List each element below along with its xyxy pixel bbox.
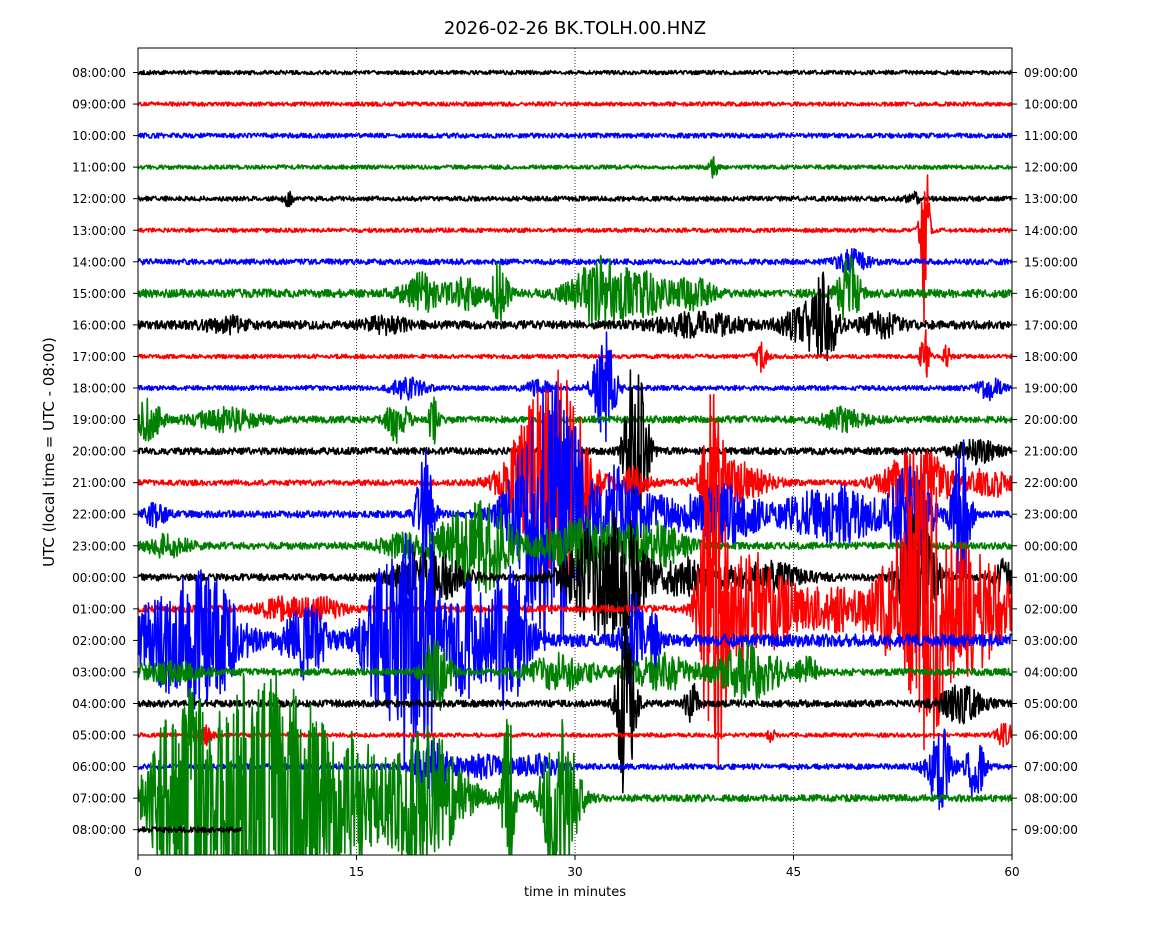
left-hour-label: 19:00:00 — [72, 413, 126, 427]
right-hour-label: 17:00:00 — [1024, 318, 1078, 332]
left-hour-label: 02:00:00 — [72, 634, 126, 648]
right-hour-label: 07:00:00 — [1024, 760, 1078, 774]
right-hour-label: 12:00:00 — [1024, 161, 1078, 175]
x-tick-label: 0 — [134, 865, 142, 879]
left-hour-label: 13:00:00 — [72, 224, 126, 238]
y-axis-label: UTC (local time = UTC - 08:00) — [40, 337, 58, 567]
left-hour-label: 20:00:00 — [72, 445, 126, 459]
x-tick-label: 60 — [1004, 865, 1019, 879]
chart-title: 2026-02-26 BK.TOLH.00.HNZ — [444, 18, 706, 39]
right-hour-label: 09:00:00 — [1024, 823, 1078, 837]
seismic-trace — [138, 248, 1012, 273]
seismic-trace — [138, 638, 1012, 711]
left-hour-label: 17:00:00 — [72, 350, 126, 364]
right-hour-label: 01:00:00 — [1024, 571, 1078, 585]
seismic-trace — [138, 510, 1012, 647]
left-hour-label: 22:00:00 — [72, 508, 126, 522]
left-hour-label: 01:00:00 — [72, 602, 126, 616]
right-hour-label: 23:00:00 — [1024, 508, 1078, 522]
trace-group — [138, 69, 1012, 855]
left-hour-label: 23:00:00 — [72, 539, 126, 553]
left-hour-label: 21:00:00 — [72, 476, 126, 490]
right-axis: 09:00:00 10:00:00 11:00:00 12:00:00 13:00:00… — [1012, 66, 1078, 837]
left-hour-label: 06:00:00 — [72, 760, 126, 774]
right-hour-label: 14:00:00 — [1024, 224, 1078, 238]
left-hour-label: 04:00:00 — [72, 697, 126, 711]
left-hour-label: 08:00:00 — [72, 823, 126, 837]
seismic-trace — [138, 606, 1012, 794]
x-axis-label: time in minutes — [524, 885, 626, 900]
right-hour-label: 16:00:00 — [1024, 287, 1078, 301]
seismic-trace — [138, 328, 1012, 378]
x-tick-label: 45 — [786, 865, 801, 879]
seismic-trace — [138, 396, 1012, 445]
left-hour-label: 08:00:00 — [72, 66, 126, 80]
right-hour-label: 04:00:00 — [1024, 665, 1078, 679]
seismic-trace — [138, 722, 1012, 748]
x-tick-label: 15 — [349, 865, 364, 879]
seismic-trace — [138, 156, 1012, 179]
left-hour-label: 03:00:00 — [72, 665, 126, 679]
seismic-trace — [138, 331, 1012, 442]
left-hour-label: 07:00:00 — [72, 792, 126, 806]
seismic-trace — [138, 132, 1012, 139]
left-hour-label: 16:00:00 — [72, 318, 126, 332]
right-hour-label: 03:00:00 — [1024, 634, 1078, 648]
seismic-trace — [138, 826, 243, 834]
seismic-trace — [138, 190, 1012, 208]
right-hour-label: 08:00:00 — [1024, 792, 1078, 806]
seismic-trace — [138, 101, 1012, 107]
seismic-trace — [138, 524, 1012, 768]
left-hour-label: 00:00:00 — [72, 571, 126, 585]
seismic-trace — [138, 271, 1012, 362]
left-hour-label: 15:00:00 — [72, 287, 126, 301]
right-hour-label: 00:00:00 — [1024, 539, 1078, 553]
right-hour-label: 15:00:00 — [1024, 255, 1078, 269]
right-hour-label: 18:00:00 — [1024, 350, 1078, 364]
seismic-trace — [138, 500, 1012, 594]
seismic-trace — [138, 174, 1012, 323]
right-hour-label: 19:00:00 — [1024, 382, 1078, 396]
seismic-trace — [138, 254, 1012, 329]
seismic-trace — [138, 437, 1012, 767]
right-hour-label: 05:00:00 — [1024, 697, 1078, 711]
left-hour-label: 10:00:00 — [72, 129, 126, 143]
left-hour-label: 11:00:00 — [72, 161, 126, 175]
left-hour-label: 18:00:00 — [72, 382, 126, 396]
x-tick-label: 30 — [567, 865, 582, 879]
left-hour-label: 12:00:00 — [72, 192, 126, 206]
left-axis: 08:00:00 09:00:00 10:00:00 11:00:00 12:00:00… — [72, 66, 138, 837]
x-axis: 0 15 30 45 60 — [134, 855, 1020, 879]
seismic-trace — [138, 381, 1012, 652]
left-hour-label: 14:00:00 — [72, 255, 126, 269]
right-hour-label: 13:00:00 — [1024, 192, 1078, 206]
seismic-trace — [138, 69, 1012, 76]
right-hour-label: 09:00:00 — [1024, 66, 1078, 80]
left-hour-label: 05:00:00 — [72, 729, 126, 743]
right-hour-label: 06:00:00 — [1024, 729, 1078, 743]
seismic-trace — [138, 672, 1012, 855]
left-hour-label: 09:00:00 — [72, 98, 126, 112]
gridlines — [356, 48, 794, 855]
right-hour-label: 02:00:00 — [1024, 602, 1078, 616]
right-hour-label: 22:00:00 — [1024, 476, 1078, 490]
right-hour-label: 11:00:00 — [1024, 129, 1078, 143]
right-hour-label: 21:00:00 — [1024, 445, 1078, 459]
right-hour-label: 10:00:00 — [1024, 98, 1078, 112]
right-hour-label: 20:00:00 — [1024, 413, 1078, 427]
